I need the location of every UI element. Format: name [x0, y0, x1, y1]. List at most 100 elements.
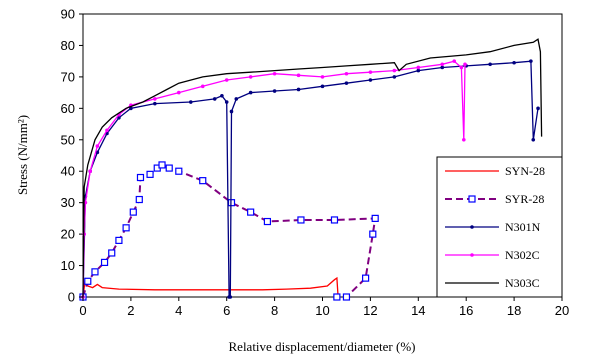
point-n302c	[452, 59, 457, 63]
point-syr-28	[165, 164, 173, 172]
legend-label-n302c: N302C	[505, 248, 540, 262]
legend-label-syr-28: SYR-28	[505, 192, 544, 206]
y-tick-label: 70	[61, 69, 75, 84]
point-syr-28	[247, 208, 255, 216]
point-syr-28	[362, 274, 370, 282]
point-syr-28	[108, 249, 116, 257]
point-n302c	[105, 128, 109, 133]
y-tick-label: 0	[68, 290, 75, 305]
series-line-syn-28	[82, 276, 339, 298]
point-n301n	[229, 109, 234, 114]
point-syr-28	[199, 177, 207, 185]
point-n302c	[344, 71, 349, 76]
legend-label-syn-28: SYN-28	[505, 164, 545, 178]
y-tick-label: 60	[61, 101, 75, 116]
x-tick-label: 16	[459, 303, 473, 318]
point-n301n	[188, 100, 193, 104]
point-n301n	[536, 106, 540, 111]
y-tick-label: 30	[61, 195, 75, 210]
point-n301n	[440, 65, 445, 70]
point-n301n	[220, 93, 224, 98]
point-n302c	[368, 70, 373, 74]
series-syn-28	[82, 276, 339, 298]
point-syr-28	[115, 236, 123, 244]
y-tick-label: 10	[61, 258, 75, 273]
legend: SYN-28 SYR-28 N301N N302C N303C	[436, 156, 563, 298]
x-tick-label: 14	[411, 303, 425, 318]
point-syr-28	[158, 161, 166, 169]
y-tick-label: 20	[61, 227, 75, 242]
point-syr-28	[129, 208, 137, 216]
point-syr-28	[84, 277, 92, 285]
series-n302c	[81, 59, 467, 299]
x-axis-title: Relative displacement/diameter (%)	[229, 339, 416, 354]
point-n301n	[224, 100, 229, 104]
point-syr-28	[175, 167, 183, 175]
x-tick-label: 4	[175, 303, 182, 318]
point-syr-28	[91, 268, 99, 276]
point-syr-28	[146, 170, 154, 178]
point-n301n	[153, 101, 157, 106]
point-n301n	[234, 97, 239, 101]
point-n301n	[212, 97, 217, 101]
point-syr-28	[342, 293, 351, 301]
point-n302c	[459, 65, 464, 70]
point-n301n	[368, 78, 373, 82]
point-n301n	[531, 137, 536, 142]
point-n302c	[462, 137, 466, 142]
point-n301n	[296, 87, 301, 92]
point-n301n	[392, 75, 397, 79]
point-n302c	[153, 97, 157, 101]
x-tick-label: 8	[271, 303, 278, 318]
point-n301n	[248, 90, 253, 95]
series-n303c	[82, 38, 543, 298]
y-tick-label: 90	[61, 7, 75, 22]
legend-label-n303c: N303C	[505, 276, 540, 290]
legend-marker-n302c	[470, 253, 474, 257]
legend-marker-syr-28	[468, 195, 476, 203]
point-n302c	[248, 75, 253, 79]
ticks-layer: 0 2 4 6 8 10 12 14 16 18 20 0 10 20 30 40 50 60 70 80 90	[61, 7, 570, 319]
x-tick-label: 2	[127, 303, 134, 318]
series-syr-28	[79, 161, 379, 301]
point-syr-28	[122, 224, 130, 232]
point-syr-28	[136, 173, 145, 182]
legend-marker-n301n	[470, 225, 474, 229]
y-tick-label: 80	[61, 38, 75, 53]
point-n302c	[296, 73, 301, 78]
x-tick-label: 6	[223, 303, 230, 318]
point-syr-28	[263, 217, 272, 226]
point-n301n	[488, 62, 492, 67]
point-n302c	[88, 169, 92, 174]
point-n301n	[344, 81, 349, 85]
point-n301n	[320, 84, 325, 89]
point-n302c	[224, 78, 229, 82]
x-tick-label: 12	[363, 303, 377, 318]
point-n302c	[177, 90, 181, 95]
point-n302c	[95, 144, 100, 148]
x-tick-label: 10	[315, 303, 329, 318]
point-n301n	[529, 59, 533, 63]
point-syr-28	[333, 293, 341, 301]
point-syr-28	[297, 216, 305, 224]
point-n301n	[512, 60, 516, 65]
x-tick-label: 18	[507, 303, 521, 318]
point-n301n	[117, 115, 121, 120]
series-layer	[79, 38, 543, 301]
point-n302c	[392, 68, 397, 73]
x-tick-label: 20	[555, 303, 569, 318]
x-tick-label: 0	[79, 303, 86, 318]
point-syr-28	[135, 195, 143, 204]
point-n301n	[416, 68, 421, 73]
point-n301n	[228, 295, 233, 299]
point-syr-28	[369, 230, 377, 238]
point-n302c	[320, 75, 325, 79]
y-axis-title: Stress (N/mm²)	[15, 115, 30, 195]
point-syr-28	[371, 214, 379, 222]
y-tick-label: 40	[61, 164, 75, 179]
point-syr-28	[100, 258, 109, 267]
point-n302c	[200, 84, 205, 89]
legend-label-n301n: N301N	[505, 220, 541, 234]
point-n302c	[416, 65, 421, 70]
